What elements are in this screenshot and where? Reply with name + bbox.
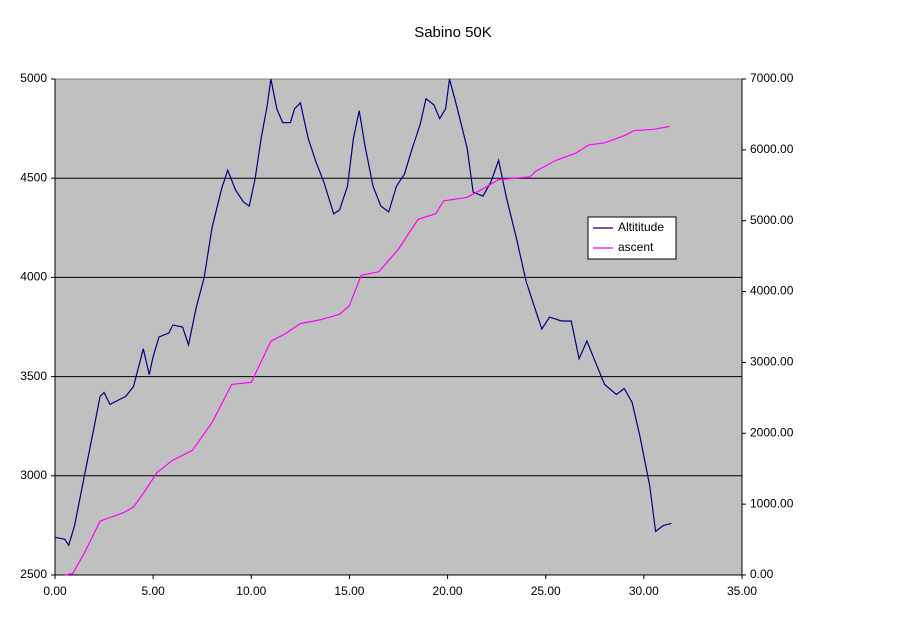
x-tick-label: 35.00 <box>727 584 757 598</box>
plot-area <box>54 78 743 576</box>
series-line <box>64 125 670 576</box>
x-tick-label: 20.00 <box>433 584 463 598</box>
y2-tick-label: 0.00 <box>750 567 774 581</box>
y2-tick-label: 7000.00 <box>750 71 794 85</box>
y2-tick-label: 2000.00 <box>750 425 794 439</box>
y2-tick-label: 1000.00 <box>750 496 794 510</box>
y-tick-label: 5000 <box>20 71 47 85</box>
y-tick-label: 4500 <box>20 170 47 184</box>
y-tick-label: 4000 <box>20 270 47 284</box>
y2-tick-label: 5000.00 <box>750 213 794 227</box>
legend-box <box>587 216 677 260</box>
series-line <box>54 78 672 547</box>
legend-label: ascent <box>618 240 654 254</box>
y-tick-label: 3000 <box>20 468 47 482</box>
x-tick-label: 15.00 <box>334 584 364 598</box>
y-tick-label: 2500 <box>20 567 47 581</box>
y2-tick-label: 4000.00 <box>750 284 794 298</box>
y2-tick-label: 6000.00 <box>750 142 794 156</box>
x-tick-label: 25.00 <box>531 584 561 598</box>
y2-tick-label: 3000.00 <box>750 355 794 369</box>
x-tick-label: 30.00 <box>629 584 659 598</box>
chart-title: Sabino 50K <box>414 24 492 41</box>
legend-label: Altititude <box>618 220 664 234</box>
x-tick-label: 5.00 <box>141 584 165 598</box>
y-tick-label: 3500 <box>20 369 47 383</box>
x-tick-label: 0.00 <box>43 584 67 598</box>
x-tick-label: 10.00 <box>236 584 266 598</box>
